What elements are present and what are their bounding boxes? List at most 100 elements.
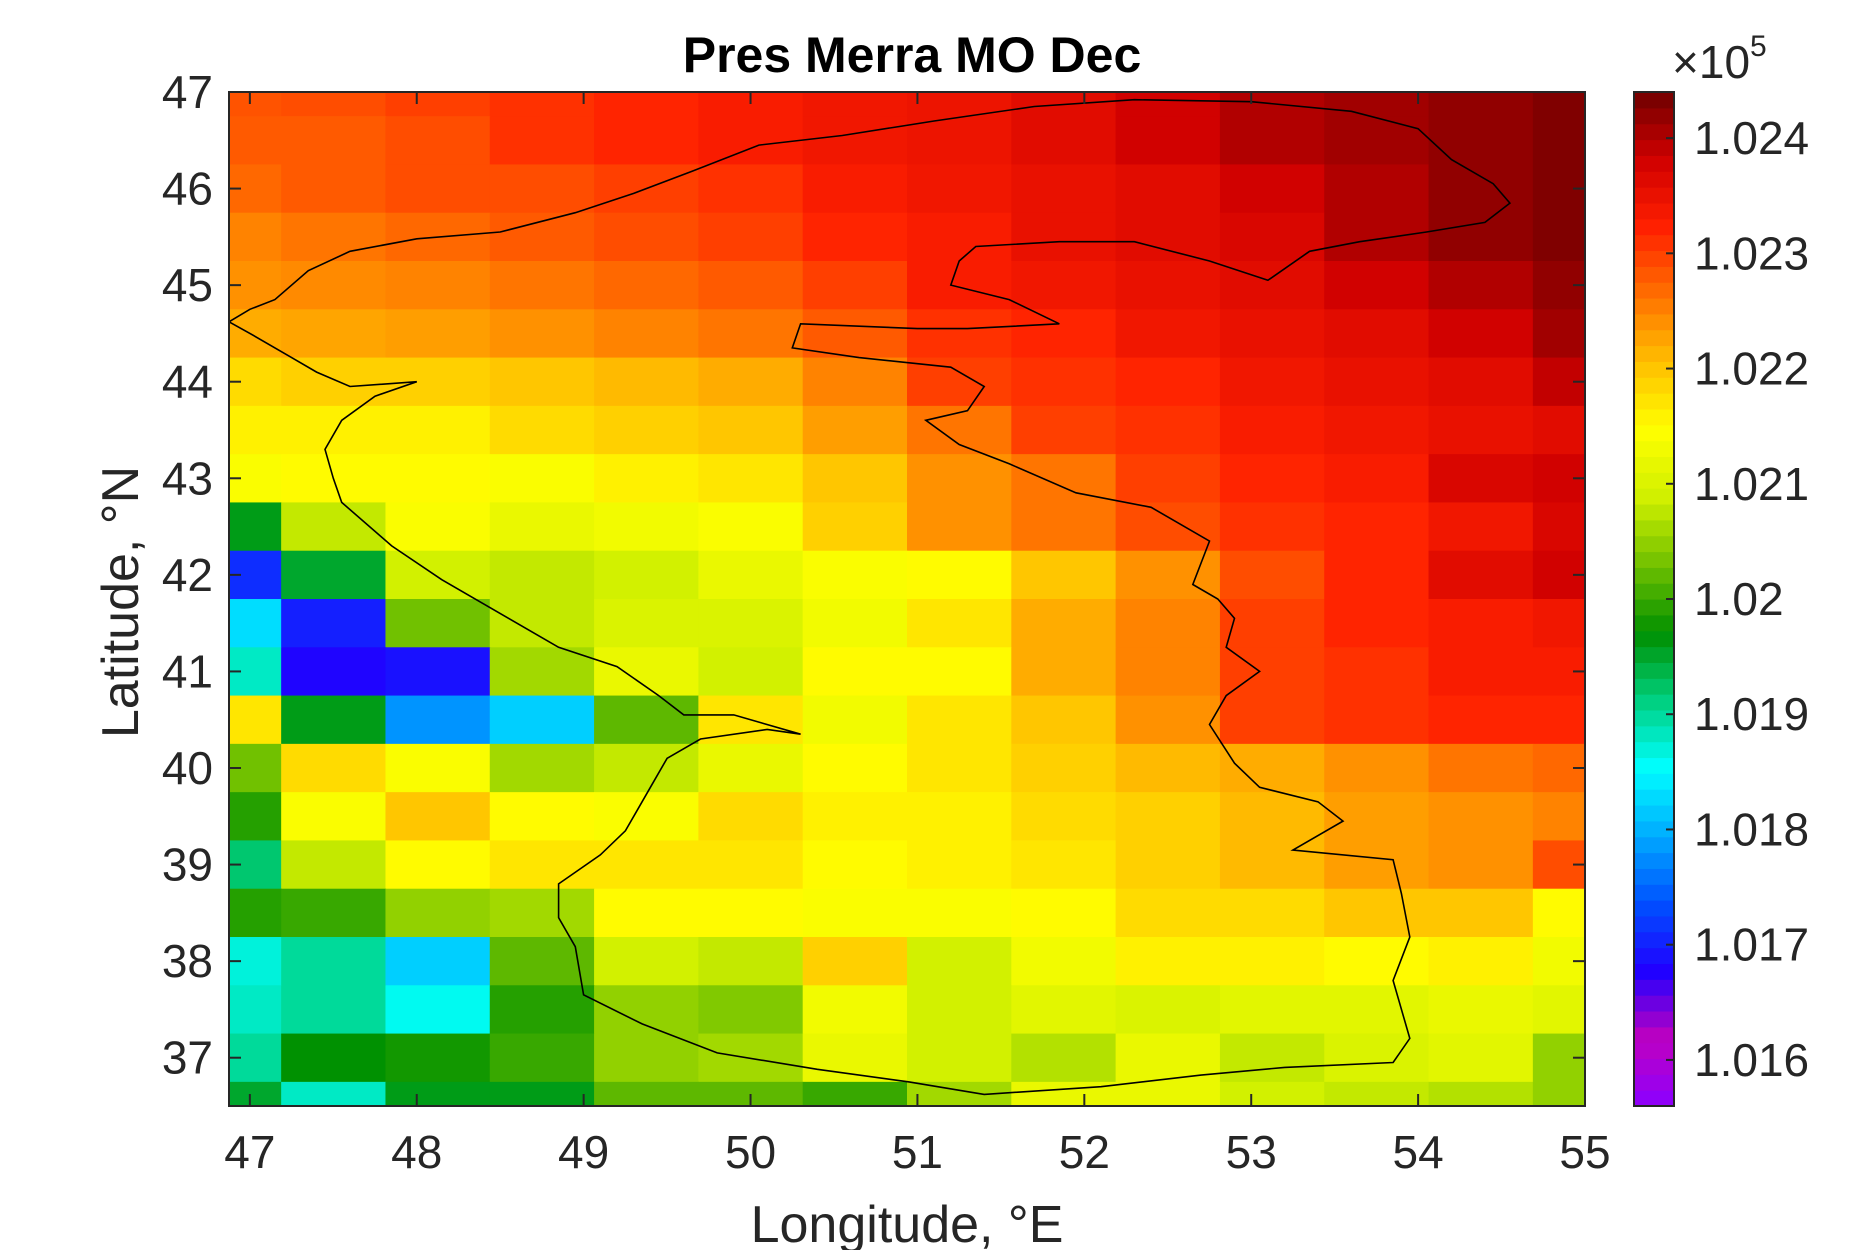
heatmap-cell xyxy=(229,116,282,166)
colorbar-exponent-base: ×10 xyxy=(1672,36,1750,88)
heatmap-cell xyxy=(698,888,804,938)
heatmap-cell xyxy=(1219,1081,1325,1107)
colorbar-band xyxy=(1634,900,1674,917)
heatmap-cell xyxy=(1115,212,1221,262)
heatmap-cell xyxy=(281,116,387,166)
heatmap-cell xyxy=(1219,212,1325,262)
heatmap-cell xyxy=(1428,502,1534,552)
heatmap-cell xyxy=(281,985,387,1035)
colorbar-band xyxy=(1634,250,1674,267)
heatmap-cells xyxy=(229,92,1586,1107)
colorbar-band xyxy=(1634,424,1674,442)
heatmap-cell xyxy=(1428,454,1534,504)
heatmap-cell xyxy=(385,743,491,793)
heatmap-cell xyxy=(1115,405,1221,455)
heatmap-cell xyxy=(1428,357,1534,407)
colorbar-band xyxy=(1634,915,1674,933)
heatmap-cell xyxy=(1219,261,1325,310)
heatmap-cell xyxy=(698,212,804,262)
heatmap-cell xyxy=(907,1033,1012,1083)
colorbar-band xyxy=(1634,107,1674,125)
heatmap-cell xyxy=(1324,405,1430,455)
heatmap-cell xyxy=(907,357,1012,407)
heatmap-cell xyxy=(1115,599,1221,648)
heatmap-cell xyxy=(1011,405,1117,455)
heatmap-cell xyxy=(1324,357,1430,407)
heatmap-cell xyxy=(229,888,282,938)
heatmap-cell xyxy=(385,454,491,504)
colorbar-band xyxy=(1634,741,1674,759)
heatmap-cell xyxy=(594,92,699,117)
heatmap-cell xyxy=(594,357,699,407)
heatmap-cell xyxy=(802,454,908,504)
heatmap-cell xyxy=(281,792,387,842)
heatmap-cell xyxy=(1011,212,1117,262)
heatmap-cell xyxy=(1428,840,1534,890)
heatmap-cell xyxy=(489,261,595,310)
heatmap-cell xyxy=(1428,550,1534,600)
heatmap-cell xyxy=(1115,92,1221,117)
plot-frame xyxy=(228,91,1586,1107)
colorbar-band xyxy=(1634,599,1674,616)
heatmap-cell xyxy=(1324,840,1430,890)
heatmap-cell xyxy=(1428,212,1534,262)
heatmap-cell xyxy=(1428,1081,1534,1107)
heatmap-cell xyxy=(907,743,1012,793)
heatmap-cell xyxy=(1115,309,1221,359)
heatmap-cell xyxy=(489,937,595,986)
x-axis-ticks: 47 48 49 50 51 52 53 54 55 xyxy=(224,92,1611,1178)
heatmap-cell xyxy=(385,116,491,166)
colorbar-band xyxy=(1634,1042,1674,1060)
heatmap-cell xyxy=(281,1033,387,1083)
heatmap-cell xyxy=(802,212,908,262)
heatmap-cell xyxy=(1428,599,1534,648)
heatmap-cell xyxy=(1011,550,1117,600)
heatmap-cell xyxy=(385,92,491,117)
heatmap-cell xyxy=(1115,985,1221,1035)
heatmap-cell xyxy=(281,405,387,455)
heatmap-cell xyxy=(385,550,491,600)
colorbar-band xyxy=(1634,725,1674,743)
heatmap-cell xyxy=(907,647,1012,697)
colorbar-band xyxy=(1634,630,1674,648)
colorbar-tick-label: 1.02 xyxy=(1694,573,1784,625)
heatmap-cell xyxy=(1011,695,1117,745)
heatmap-cell xyxy=(1011,357,1117,407)
heatmap-cell xyxy=(1428,647,1534,697)
colorbar-tick-label: 1.024 xyxy=(1694,112,1809,164)
heatmap-cell xyxy=(907,840,1012,890)
heatmap-cell xyxy=(1011,116,1117,166)
heatmap-cell xyxy=(385,261,491,310)
heatmap-cell xyxy=(1115,502,1221,552)
colorbar-band xyxy=(1634,979,1674,996)
heatmap-cell xyxy=(1219,1033,1325,1083)
colorbar-ticks: 1.016 1.017 1.018 1.019 1.02 1.021 1.022 1.023 1… xyxy=(1666,112,1809,1086)
colorbar-band xyxy=(1634,92,1674,109)
heatmap-cell xyxy=(281,164,387,214)
heatmap-cell xyxy=(489,357,595,407)
heatmap-cell xyxy=(385,599,491,648)
heatmap-cell xyxy=(1115,357,1221,407)
colorbar-band xyxy=(1634,345,1674,362)
heatmap-cell xyxy=(1219,502,1325,552)
heatmap-cell xyxy=(1428,261,1534,310)
colorbar-tick-label: 1.017 xyxy=(1694,919,1809,971)
colorbar-band xyxy=(1634,202,1674,220)
heatmap-cell xyxy=(1428,164,1534,214)
colorbar-band xyxy=(1634,535,1674,553)
y-tick-label: 46 xyxy=(162,163,213,215)
heatmap-cell xyxy=(489,985,595,1035)
heatmap-cell xyxy=(1115,1081,1221,1107)
heatmap-cell xyxy=(1428,695,1534,745)
heatmap-cell xyxy=(1532,985,1586,1035)
colorbar-band xyxy=(1634,852,1674,869)
heatmap-cell xyxy=(385,792,491,842)
heatmap-cell xyxy=(1011,743,1117,793)
colorbar-band xyxy=(1634,456,1674,473)
heatmap-cell xyxy=(489,116,595,166)
heatmap-cell xyxy=(281,743,387,793)
heatmap-cell xyxy=(489,840,595,890)
heatmap-cell xyxy=(1324,212,1430,262)
heatmap-cell xyxy=(281,647,387,697)
heatmap-cell xyxy=(385,647,491,697)
